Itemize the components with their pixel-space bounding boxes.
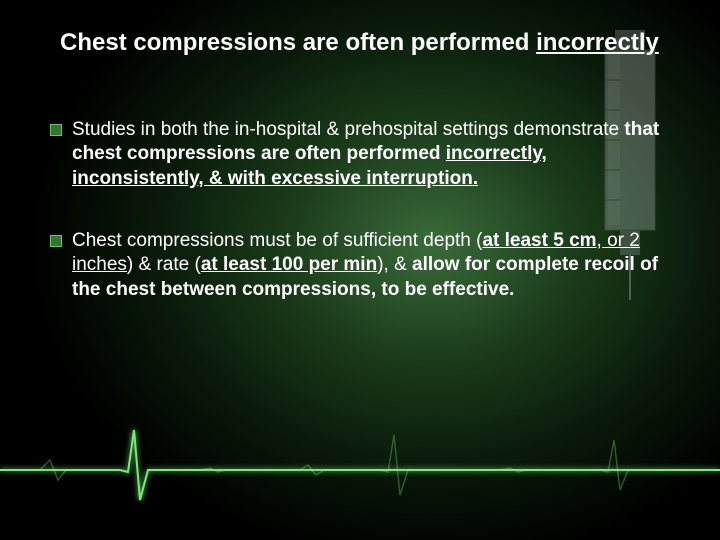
bullet-list: Studies in both the in-hospital & prehos… bbox=[50, 118, 670, 302]
text-run: Studies in both the in-hospital & prehos… bbox=[72, 119, 624, 140]
text-run: at least 100 per min bbox=[201, 254, 377, 275]
slide-title: Chest compressions are often performed i… bbox=[50, 28, 670, 58]
title-underlined: incorrectly bbox=[536, 29, 659, 56]
list-item: Chest compressions must be of sufficient… bbox=[50, 229, 670, 302]
ecg-path-bright bbox=[0, 430, 720, 500]
slide: Chest compressions are often performed i… bbox=[0, 0, 720, 540]
list-item: Studies in both the in-hospital & prehos… bbox=[50, 118, 670, 191]
text-run: Chest compressions must be of sufficient… bbox=[72, 230, 482, 251]
slide-content: Chest compressions are often performed i… bbox=[0, 0, 720, 302]
title-prefix: Chest compressions are often performed bbox=[60, 29, 536, 56]
ecg-path-dim bbox=[0, 430, 720, 500]
text-run: at least 5 cm bbox=[482, 230, 596, 251]
text-run: ), & bbox=[377, 254, 412, 275]
text-run: ) & rate ( bbox=[127, 254, 201, 275]
text-run: allow for complete recoil bbox=[412, 254, 635, 275]
ecg-waveform bbox=[0, 390, 720, 510]
